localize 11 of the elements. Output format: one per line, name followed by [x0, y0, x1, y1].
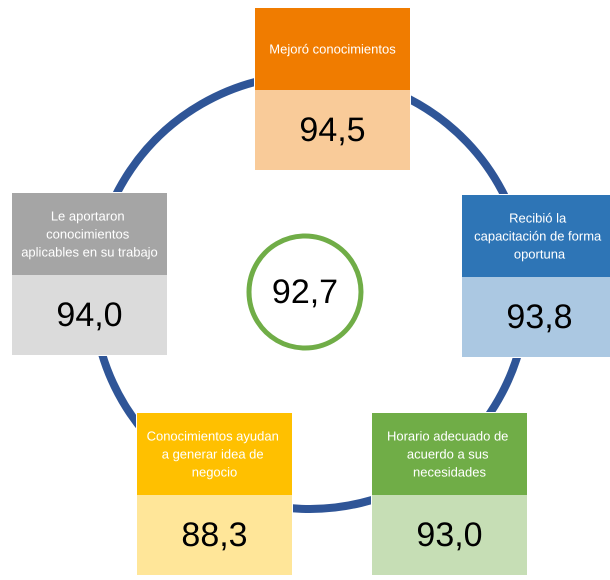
category-label: Conocimientos ayudan a generar idea de negocio	[146, 428, 282, 480]
category-label: Le aportaron conocimientos aplicables en su trabajo	[21, 208, 158, 260]
data-label: 94,0	[56, 296, 123, 334]
text: 92,7	[272, 273, 338, 311]
data-label: 93,8	[506, 298, 573, 336]
data-label: 94,5	[299, 111, 366, 149]
data-label: 88,3	[181, 516, 248, 554]
category-label: Recibió la capacitación de forma oportuna	[474, 210, 605, 262]
category-label: Horario adecuado de acuerdo a sus necesidades	[386, 428, 512, 480]
data-label: 93,0	[416, 516, 483, 554]
category-label: Mejoró conocimientos	[269, 42, 396, 56]
